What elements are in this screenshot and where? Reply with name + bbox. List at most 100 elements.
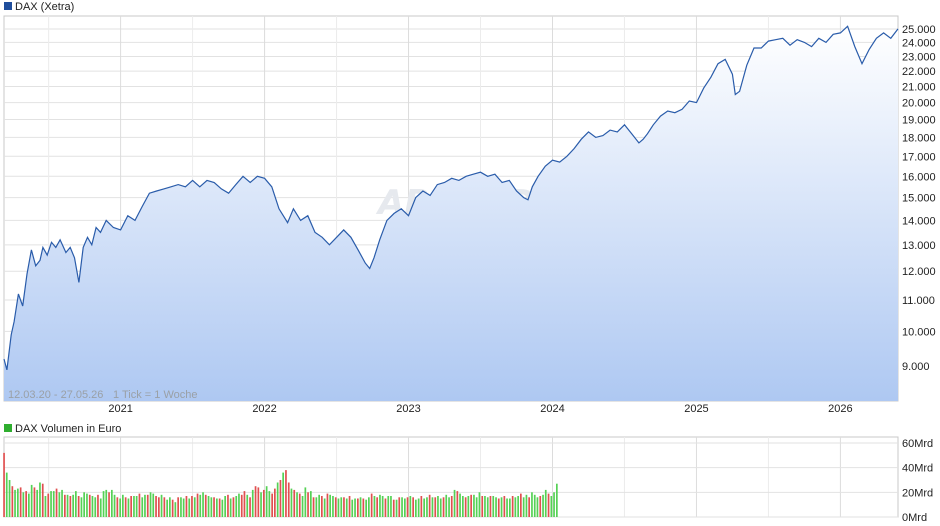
volume-bar — [467, 496, 470, 517]
volume-bar — [412, 497, 414, 517]
price-y-axis: 9.000 10.000 11.000 12.000 13.000 14.000 15.00… — [902, 24, 936, 373]
volume-bar — [312, 497, 315, 517]
price-y-tick-label: 11.000 — [902, 295, 935, 307]
volume-bar — [357, 498, 359, 517]
volume-bar — [287, 482, 290, 517]
volume-bar — [276, 482, 279, 517]
volume-bar — [210, 497, 213, 517]
volume-bar — [274, 488, 276, 517]
volume-bar — [428, 494, 431, 517]
volume-bar — [462, 496, 464, 517]
volume-bar — [539, 496, 542, 517]
volume-bar — [445, 494, 448, 517]
volume-y-axis: 60Mrd 40Mrd 20Mrd 0Mrd — [902, 438, 933, 524]
volume-bar — [401, 497, 403, 517]
volume-bar — [470, 494, 472, 517]
date-range-note: 12.03.20 - 27.05.26 — [8, 389, 103, 401]
volume-bar — [553, 492, 555, 517]
price-legend-swatch — [4, 2, 12, 10]
volume-bar — [243, 491, 246, 517]
volume-bar — [492, 496, 495, 517]
volume-bar — [362, 498, 365, 517]
volume-chart-title: DAX Volumen in Euro — [15, 423, 121, 435]
volume-bar — [97, 494, 99, 517]
volume-bar — [235, 496, 238, 517]
volume-bar — [55, 488, 58, 517]
volume-bar — [489, 496, 492, 517]
volume-bar — [75, 491, 77, 517]
volume-bar — [528, 497, 530, 517]
volume-bar — [450, 496, 453, 517]
volume-bar — [86, 493, 88, 517]
price-y-tick-label: 9.000 — [902, 361, 930, 373]
volume-bar — [52, 491, 55, 517]
volume-bar — [138, 493, 141, 517]
volume-bar — [464, 497, 467, 517]
volume-bar — [119, 498, 121, 517]
volume-bar — [263, 489, 265, 517]
volume-bar — [91, 496, 94, 517]
volume-bar — [22, 492, 25, 517]
volume-bar — [207, 496, 210, 517]
volume-bar — [77, 496, 80, 517]
volume-bar — [531, 492, 533, 517]
volume-bar — [265, 486, 268, 517]
volume-bar — [290, 488, 293, 517]
volume-bar — [326, 493, 329, 517]
volume-bar — [514, 497, 517, 517]
volume-bar — [337, 498, 340, 517]
volume-bar — [116, 497, 119, 517]
volume-bar — [348, 496, 351, 517]
volume-bar — [279, 480, 282, 517]
volume-bar — [542, 494, 544, 517]
volume-bar — [19, 487, 22, 517]
volume-bar — [323, 498, 326, 517]
volume-bar — [453, 489, 456, 517]
volume-bar — [307, 492, 309, 517]
volume-bar — [191, 496, 193, 517]
volume-bar — [522, 497, 525, 517]
volume-bar — [282, 472, 284, 517]
volume-bar — [174, 502, 177, 517]
volume-bar — [398, 497, 401, 517]
price-area-fill — [4, 26, 898, 402]
volume-bar — [44, 496, 47, 517]
volume-bar — [296, 492, 298, 517]
volume-bar — [72, 494, 74, 517]
volume-bar — [268, 491, 271, 517]
price-y-tick-label: 20.000 — [902, 98, 936, 110]
volume-bar — [160, 494, 163, 517]
volume-bar — [17, 488, 19, 517]
volume-bar — [144, 494, 146, 517]
volume-bar — [133, 496, 135, 517]
volume-bar — [177, 497, 179, 517]
volume-bar — [80, 497, 83, 517]
price-y-tick-label: 19.000 — [902, 115, 936, 127]
volume-bar — [423, 498, 425, 517]
volume-bar — [33, 487, 36, 517]
volume-bar — [94, 497, 97, 517]
volume-bar — [298, 493, 301, 517]
x-tick-label: 2026 — [828, 403, 852, 415]
volume-bar — [329, 494, 331, 517]
volume-bar — [146, 494, 149, 517]
price-y-tick-label: 25.000 — [902, 24, 936, 36]
volume-bar — [318, 494, 320, 517]
price-y-tick-label: 13.000 — [902, 240, 936, 252]
volume-y-tick-label: 0Mrd — [902, 512, 927, 524]
volume-bar — [456, 491, 459, 517]
volume-bar — [166, 499, 168, 517]
volume-bar — [47, 493, 50, 517]
volume-bar — [216, 498, 218, 517]
volume-bar — [315, 497, 318, 517]
volume-bar — [171, 499, 174, 517]
volume-bar — [359, 497, 362, 517]
volume-bar — [11, 486, 14, 517]
volume-bar — [188, 498, 191, 517]
volume-bar — [406, 497, 409, 517]
volume-bar — [240, 494, 243, 517]
volume-bar — [354, 498, 356, 517]
volume-bar — [384, 498, 387, 517]
volume-bar — [486, 497, 489, 517]
